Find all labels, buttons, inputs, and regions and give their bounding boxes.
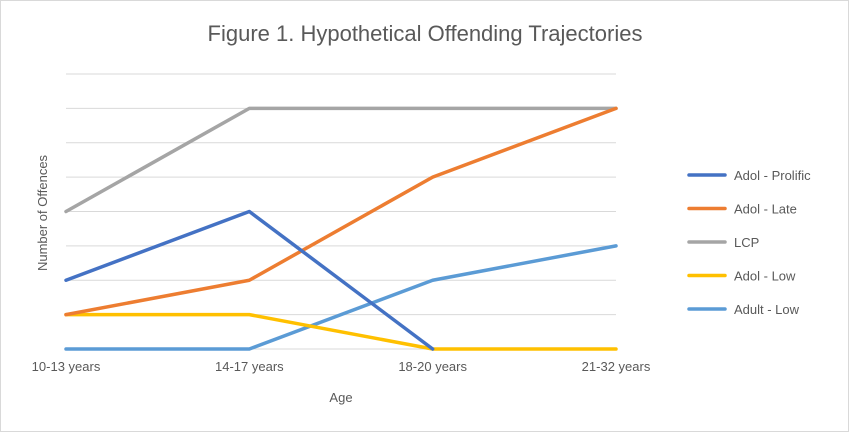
x-axis-title: Age [329,390,352,405]
x-tick-label: 21-32 years [582,359,651,374]
x-tick-label: 18-20 years [398,359,467,374]
legend-label: Adol - Low [734,269,796,284]
gridlines [66,73,616,350]
series-line-adol-late [64,106,618,317]
series-line-lcp [64,106,618,214]
x-tick-label: 14-17 years [215,359,284,374]
legend-item: Adult - Low [687,302,800,317]
series-line-adol-prolific [64,209,435,351]
series-line-adult-low [64,244,618,351]
legend-item: Adol - Low [687,269,796,284]
legend-label: Adult - Low [734,302,800,317]
legend-item: Adol - Late [687,202,797,217]
legend: Adol - Prolific Adol - Late LCP Adol - Low A… [687,168,811,317]
y-axis-title: Number of Offences [35,154,50,271]
chart-title: Figure 1. Hypothetical Offending Traject… [208,21,643,46]
x-tick-label: 10-13 years [32,359,101,374]
legend-item: Adol - Prolific [687,168,811,183]
legend-item: LCP [687,235,759,250]
legend-label: LCP [734,235,759,250]
series-line-adol-low [64,312,618,351]
series-lines [64,106,618,351]
legend-label: Adol - Late [734,202,797,217]
legend-label: Adol - Prolific [734,168,811,183]
x-tick-labels: 10-13 years 14-17 years 18-20 years 21-32 y… [32,359,651,374]
